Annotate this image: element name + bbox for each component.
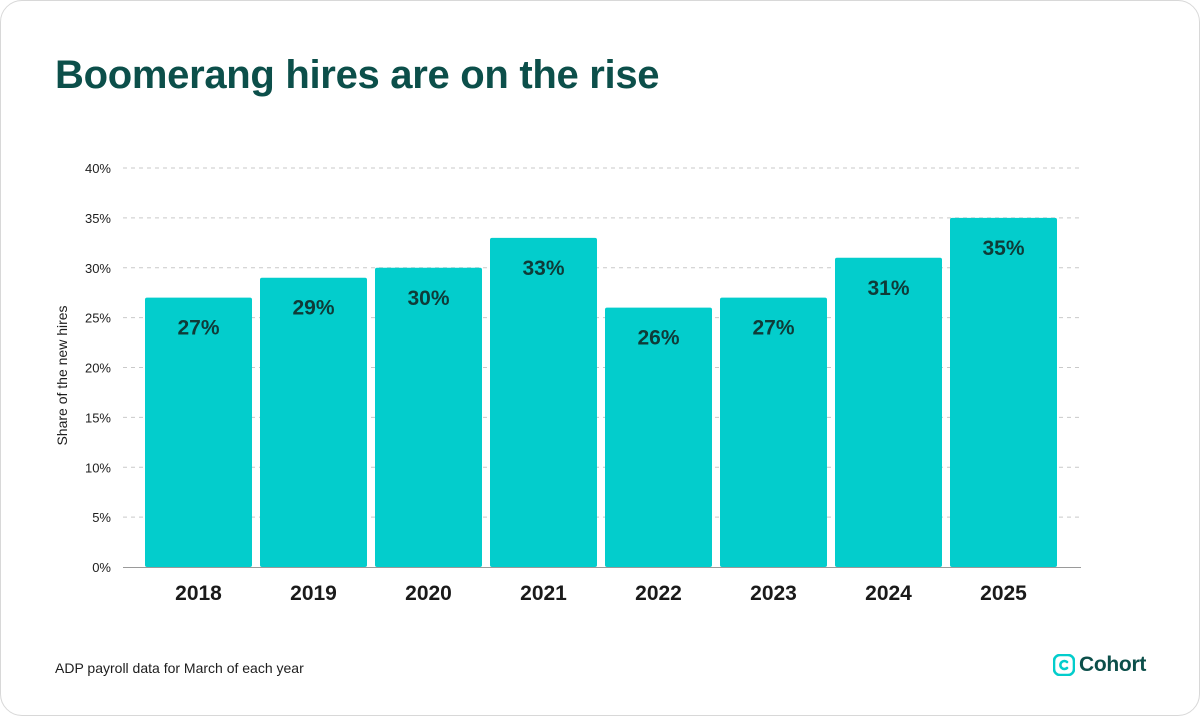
x-tick-label: 2024 [865, 582, 912, 605]
brand-logo: Cohort [1053, 651, 1146, 679]
bar-value-labels: 27% 29% 30% 33% 26% 27% 31% 35% [177, 237, 1024, 350]
y-tick-label: 30% [85, 261, 111, 276]
x-tick-label: 2021 [520, 582, 567, 605]
bar-value-label: 27% [177, 317, 219, 340]
bar-2025 [950, 217, 1057, 567]
x-tick-label: 2025 [980, 582, 1027, 605]
bars [145, 217, 1057, 567]
brand-name: Cohort [1079, 653, 1147, 676]
y-axis-ticks: 0% 5% 10% 15% 20% 25% 30% 35% 40% [85, 161, 111, 575]
y-tick-label: 10% [85, 460, 111, 475]
chart-title: Boomerang hires are on the rise [55, 53, 660, 97]
y-tick-label: 35% [85, 211, 111, 226]
cohort-logo-icon [1053, 654, 1075, 676]
bar-value-label: 29% [292, 297, 334, 320]
y-tick-label: 25% [85, 311, 111, 326]
bar-value-label: 26% [637, 327, 679, 350]
bar-value-label: 31% [867, 277, 909, 300]
source-footnote: ADP payroll data for March of each year [55, 660, 304, 676]
y-tick-label: 20% [85, 361, 111, 376]
bar-2023 [720, 297, 827, 567]
y-tick-label: 40% [85, 161, 111, 176]
bar-2019 [260, 277, 367, 567]
bar-2024 [835, 257, 942, 567]
bar-value-label: 35% [982, 237, 1024, 260]
x-tick-label: 2020 [405, 582, 452, 605]
bar-value-label: 33% [522, 257, 564, 280]
bar-2021 [490, 237, 597, 567]
x-tick-label: 2022 [635, 582, 682, 605]
x-axis-ticks: 2018 2019 2020 2021 2022 2023 2024 2025 [175, 582, 1027, 605]
bar-2022 [605, 307, 712, 567]
y-axis-title: Share of the new hires [54, 305, 70, 445]
x-tick-label: 2023 [750, 582, 797, 605]
x-tick-label: 2018 [175, 582, 222, 605]
bar-2018 [145, 297, 252, 567]
bar-2020 [375, 267, 482, 567]
x-tick-label: 2019 [290, 582, 337, 605]
bar-value-label: 27% [752, 317, 794, 340]
y-tick-label: 5% [92, 510, 111, 525]
y-tick-label: 0% [92, 560, 111, 575]
bar-value-label: 30% [407, 287, 449, 310]
y-tick-label: 15% [85, 410, 111, 425]
